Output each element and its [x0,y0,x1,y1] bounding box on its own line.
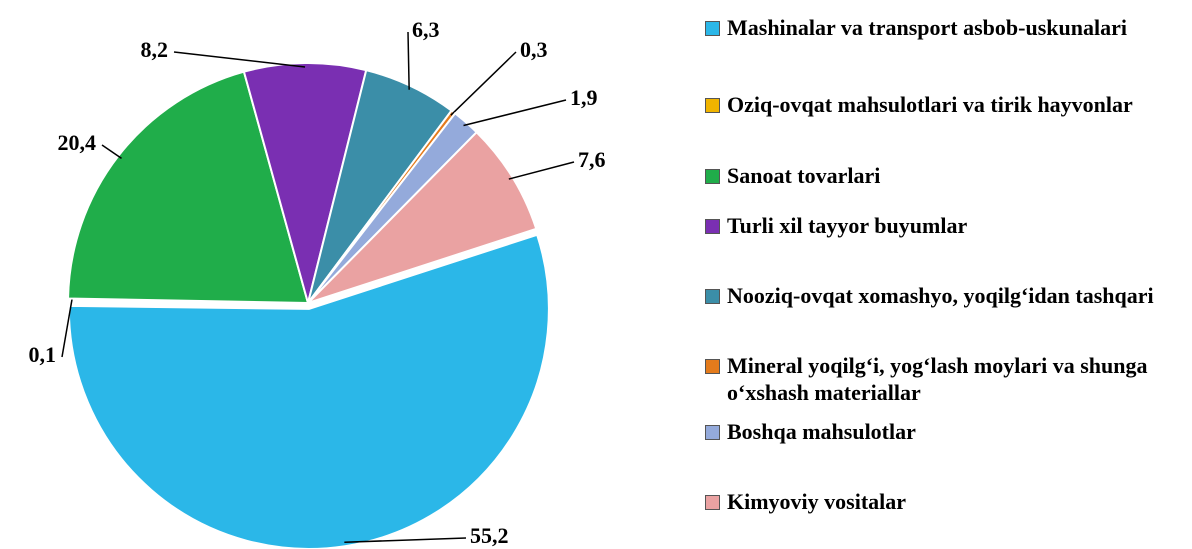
legend-swatch [705,359,720,374]
pie-slice [242,62,368,307]
data-label: 55,2 [470,523,509,548]
data-label: 8,2 [141,37,169,62]
leader-line [61,299,73,358]
legend-label: Mineral yoqilg‘i, yog‘lash moylari va sh… [727,353,1148,405]
legend-item: Oziq-ovqat mahsulotlari va tirik hayvonl… [703,91,1188,118]
leader-line [508,161,575,180]
legend-swatch [705,289,720,304]
legend-swatch [705,169,720,184]
legend-item: Boshqa mahsulotlar [703,418,1188,445]
legend-swatch [705,495,720,510]
legend-label: Sanoat tovarlari [727,163,881,188]
data-label: 7,6 [578,147,606,172]
legend-label: Turli xil tayyor buyumlar [727,213,968,238]
data-label: 6,3 [412,17,440,42]
leader-line [407,31,410,90]
legend-label: Kimyoviy vositalar [727,489,907,514]
legend-label: Mashinalar va transport asbob-uskunalari [727,15,1127,40]
leader-line [463,99,567,127]
pie-slice [307,130,538,304]
legend-item: Turli xil tayyor buyumlar [703,212,1188,239]
leader-line [344,537,467,544]
legend-label: Nooziq-ovqat xomashyo, yoqilg‘idan tashq… [727,283,1154,308]
legend-item: Nooziq-ovqat xomashyo, yoqilg‘idan tashq… [703,282,1188,309]
data-label: 1,9 [570,85,598,110]
chart: 55,2 0,1 20,4 8,2 6,3 0,3 1,9 7,6 [29,17,606,549]
legend-swatch [705,425,720,440]
data-label: 20,4 [58,130,97,155]
pie-slice [67,233,550,549]
legend-item: Kimyoviy vositalar [703,488,1188,515]
legend-swatch [705,98,720,113]
legend-item: Sanoat tovarlari [703,162,1188,189]
legend-label: Boshqa mahsulotlar [727,419,916,444]
data-label: 0,1 [29,342,57,367]
legend-label: Oziq-ovqat mahsulotlari va tirik hayvonl… [727,92,1133,117]
leader-line [450,51,517,116]
legend-swatch [705,21,720,36]
leader-line [101,144,122,159]
legend-swatch [705,219,720,234]
legend-item: Mineral yoqilg‘i, yog‘lash moylari va sh… [703,352,1188,406]
leader-line [173,51,306,68]
data-label: 0,3 [520,37,548,62]
legend-item: Mashinalar va transport asbob-uskunalari [703,14,1188,41]
